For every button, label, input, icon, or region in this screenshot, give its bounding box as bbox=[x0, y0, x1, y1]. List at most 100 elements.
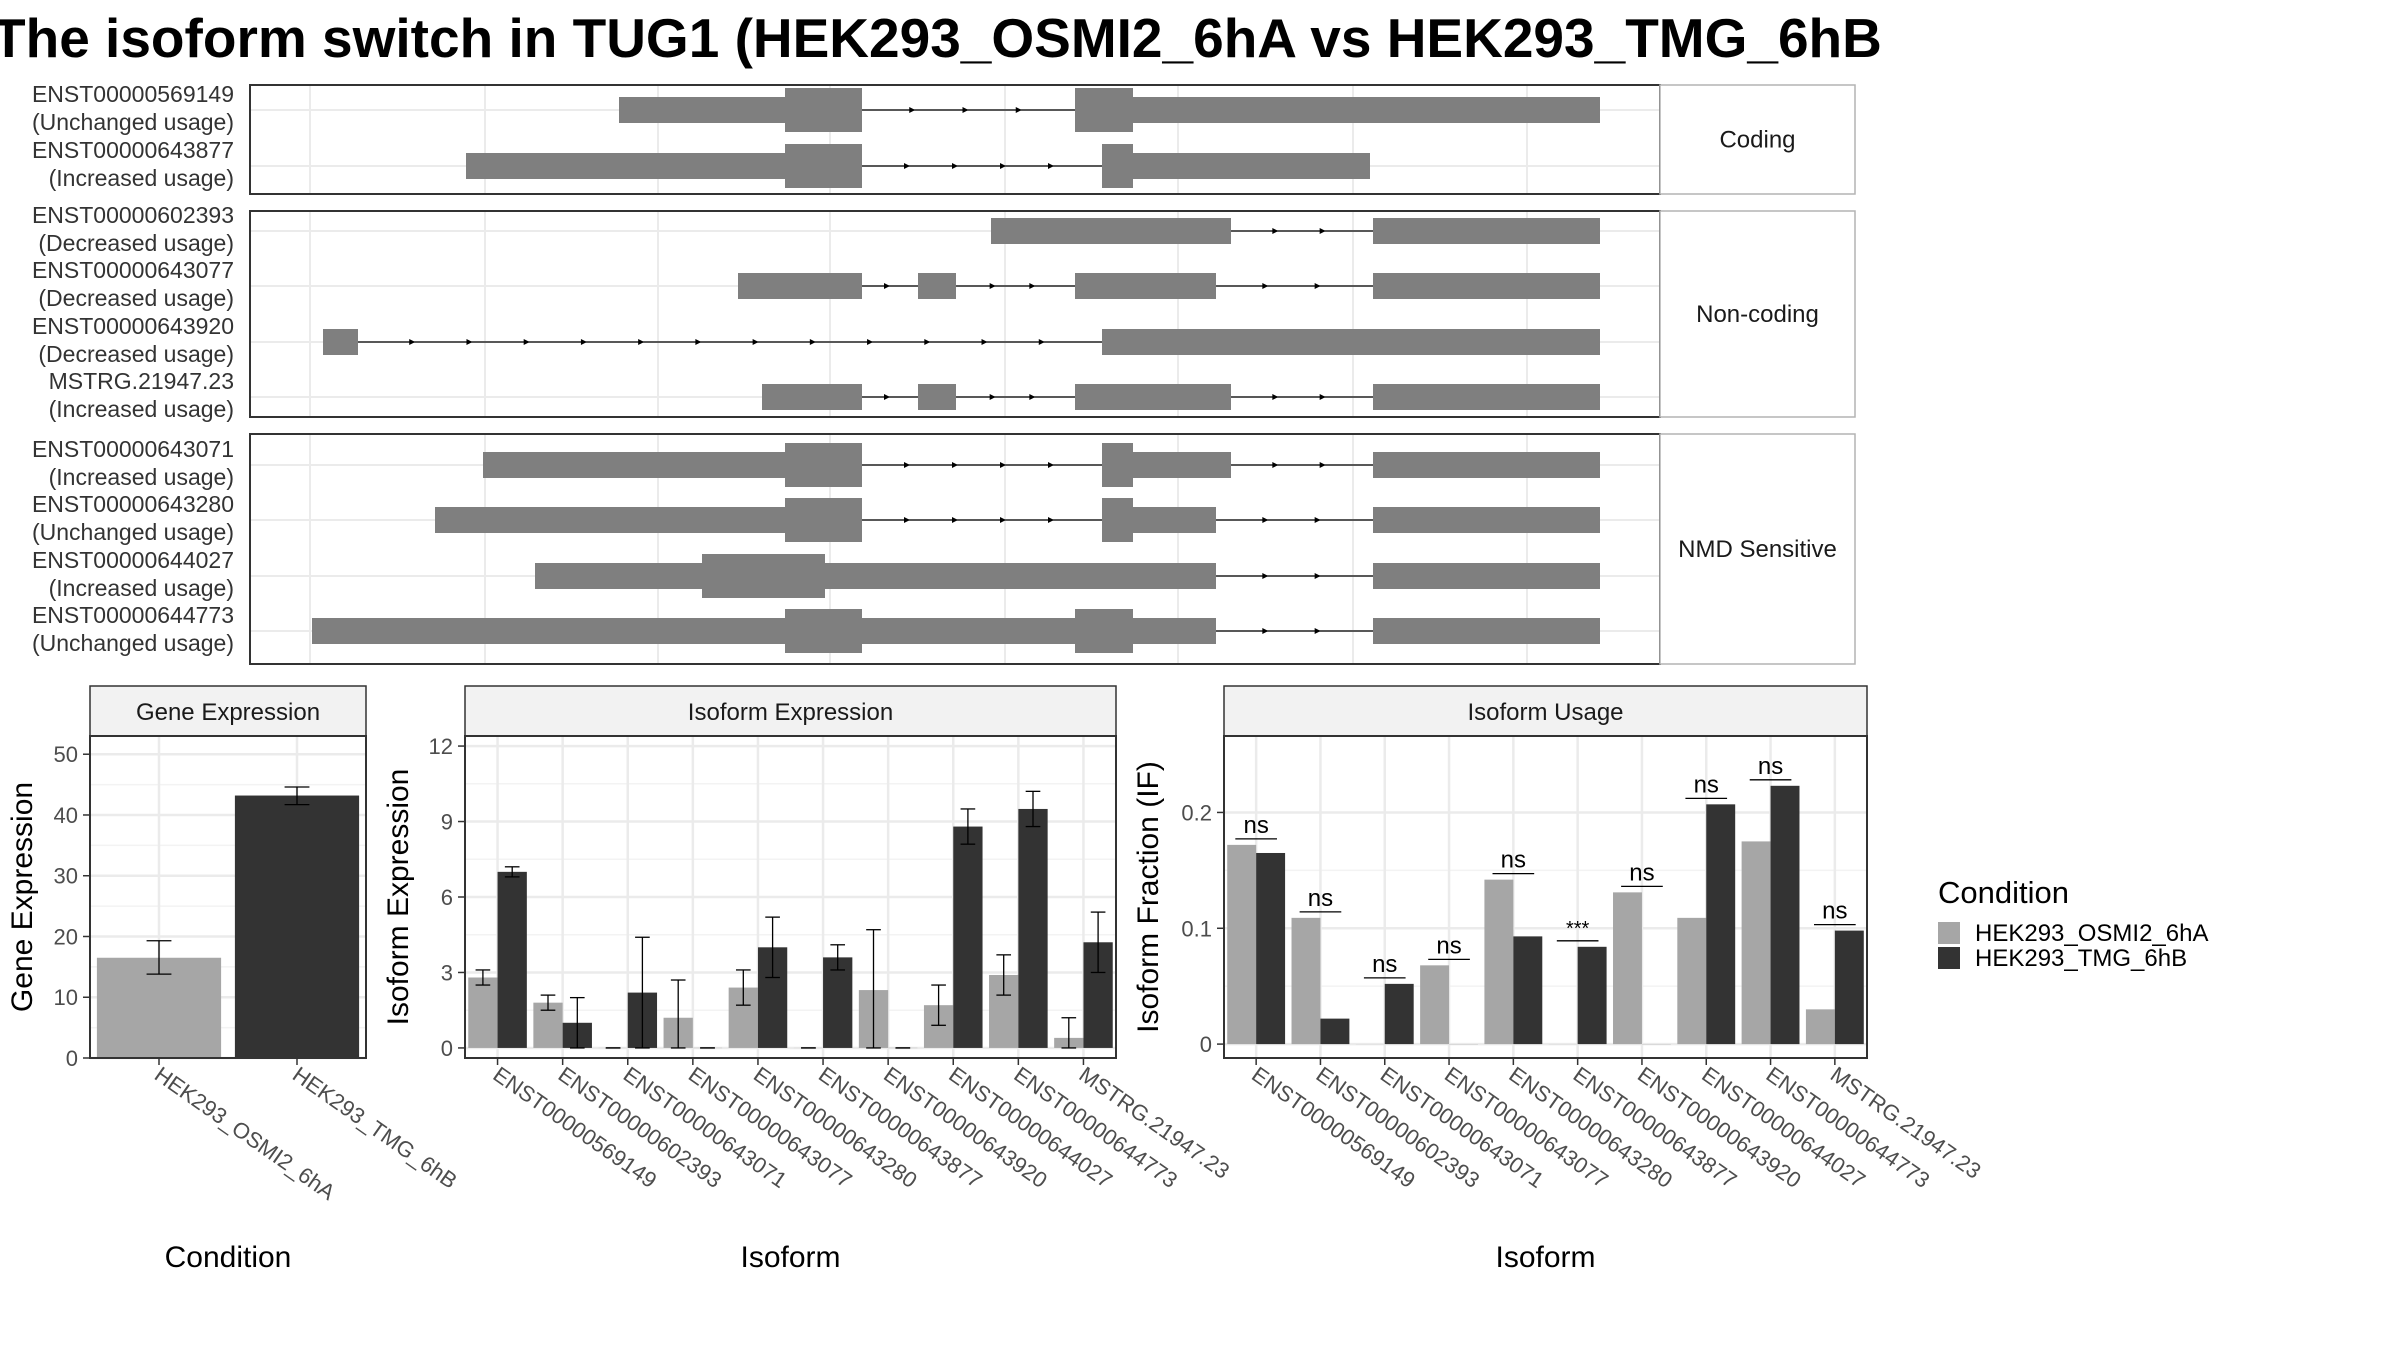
bar bbox=[953, 826, 983, 1048]
bar bbox=[1227, 844, 1257, 1045]
bar bbox=[1291, 917, 1321, 1045]
exon-block bbox=[1075, 273, 1216, 299]
y-tick-label: 10 bbox=[54, 985, 78, 1010]
legend-swatch bbox=[1938, 922, 1960, 944]
legend-label: HEK293_OSMI2_6hA bbox=[1975, 920, 2208, 947]
intron-arrow bbox=[952, 163, 958, 169]
exon-block bbox=[785, 609, 862, 653]
exon-block bbox=[785, 498, 862, 542]
transcript-id-label: ENST00000643077 bbox=[32, 257, 234, 283]
intron-arrow bbox=[1314, 283, 1321, 289]
facet-strip bbox=[464, 685, 1117, 737]
y-tick-label: 50 bbox=[54, 742, 78, 767]
intron-arrow bbox=[904, 163, 910, 169]
intron-arrow bbox=[638, 339, 645, 345]
significance-label: *** bbox=[1566, 918, 1590, 940]
transcript-status-label: (Decreased usage) bbox=[38, 341, 234, 367]
exon-block bbox=[483, 452, 785, 478]
intron-arrow bbox=[904, 517, 910, 523]
intron-arrow bbox=[884, 394, 890, 400]
intron-arrow bbox=[1048, 462, 1054, 468]
bar bbox=[1834, 930, 1864, 1045]
significance-label: ns bbox=[1694, 771, 1719, 798]
exon-block bbox=[312, 618, 785, 644]
intron-arrow bbox=[1319, 228, 1326, 234]
intron-arrow bbox=[523, 339, 530, 345]
significance-label: ns bbox=[1758, 753, 1783, 780]
transcript-id-label: ENST00000644773 bbox=[32, 602, 234, 628]
significance-label: ns bbox=[1436, 932, 1461, 959]
intron-arrow bbox=[1272, 394, 1279, 400]
exon-block bbox=[466, 153, 785, 179]
facet-label: Non-coding bbox=[1696, 301, 1819, 328]
y-tick-label: 30 bbox=[54, 864, 78, 889]
bar bbox=[1677, 917, 1707, 1045]
chart-title: Isoform Expression bbox=[688, 699, 893, 726]
intron-arrow bbox=[752, 339, 759, 345]
intron-arrow bbox=[1029, 283, 1036, 289]
legend-label: HEK293_TMG_6hB bbox=[1975, 945, 2187, 972]
facet-label: NMD Sensitive bbox=[1678, 536, 1837, 563]
exon-block bbox=[1075, 609, 1133, 653]
transcript-id-label: ENST00000644027 bbox=[32, 547, 234, 573]
y-tick-label: 0 bbox=[1200, 1032, 1212, 1057]
bar bbox=[823, 957, 853, 1048]
intron-arrow bbox=[1272, 228, 1279, 234]
intron-arrow bbox=[962, 107, 969, 113]
y-tick-label: 12 bbox=[429, 734, 453, 759]
y-axis-title: Gene Expression bbox=[6, 782, 39, 1012]
y-tick-label: 3 bbox=[441, 960, 453, 985]
y-tick-label: 0 bbox=[441, 1036, 453, 1061]
bar bbox=[1256, 852, 1286, 1045]
intron-arrow bbox=[466, 339, 473, 345]
exon-block bbox=[1373, 384, 1600, 410]
exon-block bbox=[702, 554, 825, 598]
transcript-id-label: ENST00000643920 bbox=[32, 313, 234, 339]
intron-arrow bbox=[1048, 163, 1054, 169]
bar-chart: Isoform Usage ns ns ns ns ns *** ns ns ns ns 0 0.1 0.… bbox=[1132, 685, 1986, 1274]
bar bbox=[1320, 1018, 1350, 1045]
structure-panel: Non-coding bbox=[249, 210, 1856, 418]
facet-strip bbox=[1223, 685, 1868, 737]
intron-arrow bbox=[909, 107, 916, 113]
bar-chart: Isoform Expression036912ENST00000569149E… bbox=[382, 685, 1234, 1274]
intron-arrow bbox=[989, 394, 996, 400]
exon-block bbox=[1133, 97, 1600, 123]
exon-block bbox=[762, 384, 862, 410]
intron-arrow bbox=[809, 339, 816, 345]
bar bbox=[234, 795, 360, 1058]
bar bbox=[1018, 808, 1048, 1048]
intron-arrow bbox=[1319, 462, 1326, 468]
intron-arrow bbox=[1319, 394, 1326, 400]
bar bbox=[1513, 936, 1543, 1045]
y-tick-label: 9 bbox=[441, 810, 453, 835]
plot-border bbox=[1223, 735, 1868, 1059]
exon-block bbox=[1133, 507, 1216, 533]
y-axis-title: Isoform Fraction (IF) bbox=[1132, 761, 1165, 1033]
intron-arrow bbox=[1262, 573, 1269, 579]
exon-block bbox=[862, 618, 1075, 644]
x-axis-title: Isoform bbox=[1495, 1241, 1595, 1274]
legend-swatch bbox=[1938, 947, 1960, 969]
y-tick-label: 0.2 bbox=[1181, 800, 1212, 825]
x-axis-title: Isoform bbox=[740, 1241, 840, 1274]
exon-block bbox=[435, 507, 785, 533]
bar bbox=[1706, 804, 1736, 1045]
intron-arrow bbox=[1262, 517, 1269, 523]
transcript-status-label: (Increased usage) bbox=[49, 464, 234, 490]
y-tick-label: 0.1 bbox=[1181, 916, 1212, 941]
bar bbox=[1770, 785, 1800, 1045]
x-axis-title: Condition bbox=[165, 1241, 292, 1274]
bar bbox=[1613, 892, 1642, 1045]
transcript-id-label: ENST00000643071 bbox=[32, 436, 234, 462]
intron-arrow bbox=[1000, 163, 1006, 169]
bar bbox=[1420, 965, 1450, 1045]
intron-arrow bbox=[1029, 394, 1036, 400]
exon-block bbox=[1133, 618, 1216, 644]
exon-block bbox=[785, 443, 862, 487]
exon-block bbox=[1133, 153, 1370, 179]
intron-arrow bbox=[981, 339, 988, 345]
intron-arrow bbox=[1314, 517, 1321, 523]
